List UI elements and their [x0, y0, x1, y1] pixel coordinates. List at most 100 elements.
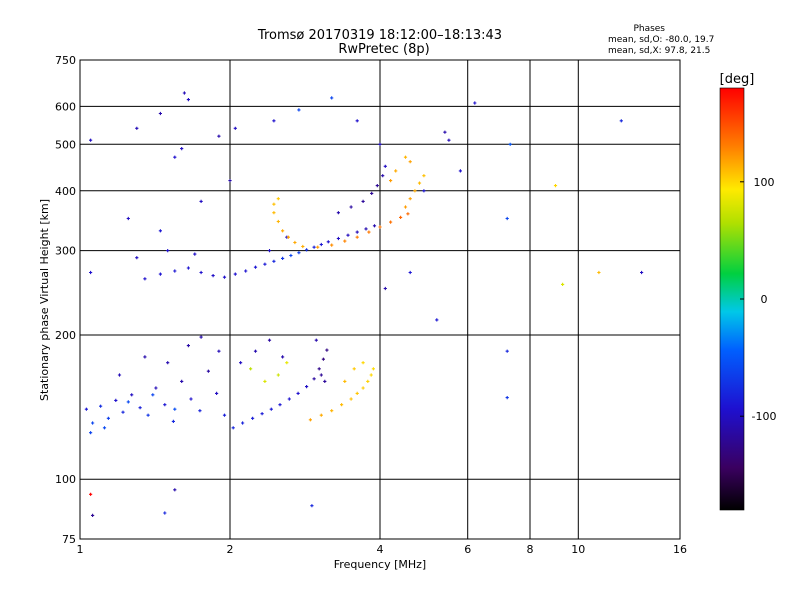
plot-frame — [79, 59, 681, 540]
stats-line-o: mean, sd,O: -80.0, 19.7 — [608, 35, 714, 45]
data-point — [186, 344, 190, 348]
data-point — [217, 134, 221, 138]
data-point — [640, 270, 644, 275]
data-point — [260, 412, 264, 416]
data-point — [251, 416, 255, 420]
data-point — [89, 492, 93, 496]
data-point — [508, 142, 512, 146]
data-point — [285, 361, 289, 365]
data-point — [193, 252, 197, 256]
data-point — [422, 189, 426, 193]
data-point — [403, 155, 408, 159]
data-point — [276, 219, 280, 224]
data-point — [406, 212, 410, 216]
data-point — [619, 119, 623, 123]
data-point — [126, 400, 130, 404]
data-point — [323, 379, 327, 383]
data-point — [233, 272, 237, 276]
data-point — [346, 233, 350, 237]
data-point — [597, 270, 601, 275]
data-point — [343, 379, 347, 383]
data-point — [297, 251, 301, 255]
data-point — [336, 236, 340, 241]
data-point — [244, 269, 248, 273]
data-point — [211, 274, 215, 278]
data-point — [505, 216, 509, 221]
data-point — [287, 397, 291, 401]
data-point — [91, 513, 95, 517]
data-point — [355, 119, 359, 123]
data-point — [281, 229, 285, 233]
data-point — [121, 410, 125, 414]
data-point — [370, 191, 374, 195]
data-point — [171, 419, 175, 423]
x-tick-label: 2 — [227, 543, 234, 556]
data-point — [186, 266, 190, 270]
data-point — [366, 379, 370, 383]
data-point — [319, 373, 323, 377]
data-point — [143, 355, 147, 359]
data-point — [249, 367, 253, 371]
data-point — [106, 416, 110, 420]
data-point — [293, 240, 297, 245]
data-point — [199, 270, 203, 275]
data-point — [369, 373, 373, 377]
data-point — [199, 335, 203, 339]
data-point — [458, 169, 462, 173]
data-point — [276, 373, 280, 377]
data-point — [163, 511, 167, 515]
y-tick-label: 200 — [55, 329, 76, 342]
data-point — [130, 393, 134, 397]
data-point — [215, 391, 219, 395]
x-tick-label: 16 — [673, 543, 687, 556]
y-axis-label: Stationary phase Virtual Height [km] — [38, 199, 51, 401]
data-point — [361, 386, 365, 390]
data-point — [173, 488, 177, 492]
stats-line-x: mean, sd,X: 97.8, 21.5 — [608, 46, 710, 56]
data-point — [301, 244, 305, 249]
data-point — [561, 282, 565, 286]
data-point — [417, 181, 422, 185]
data-point — [297, 108, 301, 112]
data-point — [375, 184, 379, 188]
data-point — [102, 426, 107, 430]
data-point — [138, 406, 142, 410]
data-points — [84, 91, 644, 517]
colorbar-tick-label: 100 — [754, 176, 775, 189]
data-point — [239, 361, 243, 365]
data-point — [399, 215, 403, 219]
y-tick-label: 500 — [55, 138, 76, 151]
data-point — [163, 403, 167, 407]
data-point — [361, 361, 365, 365]
data-point — [267, 338, 272, 342]
data-point — [473, 101, 477, 105]
data-point — [325, 348, 329, 352]
data-point — [296, 391, 300, 395]
data-point — [326, 240, 330, 244]
x-axis-label: Frequency [MHz] — [334, 558, 426, 571]
data-point — [378, 225, 382, 229]
data-point — [394, 169, 398, 173]
data-point — [272, 211, 276, 215]
data-point — [263, 262, 267, 266]
data-point — [276, 197, 280, 201]
data-point — [253, 349, 258, 353]
data-point — [317, 367, 321, 371]
data-point — [281, 256, 285, 260]
chart-subtitle: RwPretec (8p) — [338, 42, 429, 57]
data-point — [355, 391, 359, 395]
data-point — [378, 142, 382, 146]
data-point — [166, 361, 170, 365]
colorbar-tick-label: 0 — [761, 293, 768, 306]
data-point — [272, 259, 276, 263]
data-point — [310, 504, 314, 508]
data-point — [89, 431, 93, 435]
y-tick-label: 600 — [55, 100, 76, 113]
data-point — [312, 377, 316, 381]
data-point — [189, 397, 193, 401]
data-point — [305, 248, 309, 252]
data-point — [312, 245, 316, 249]
data-point — [343, 239, 347, 243]
data-point — [403, 205, 408, 209]
